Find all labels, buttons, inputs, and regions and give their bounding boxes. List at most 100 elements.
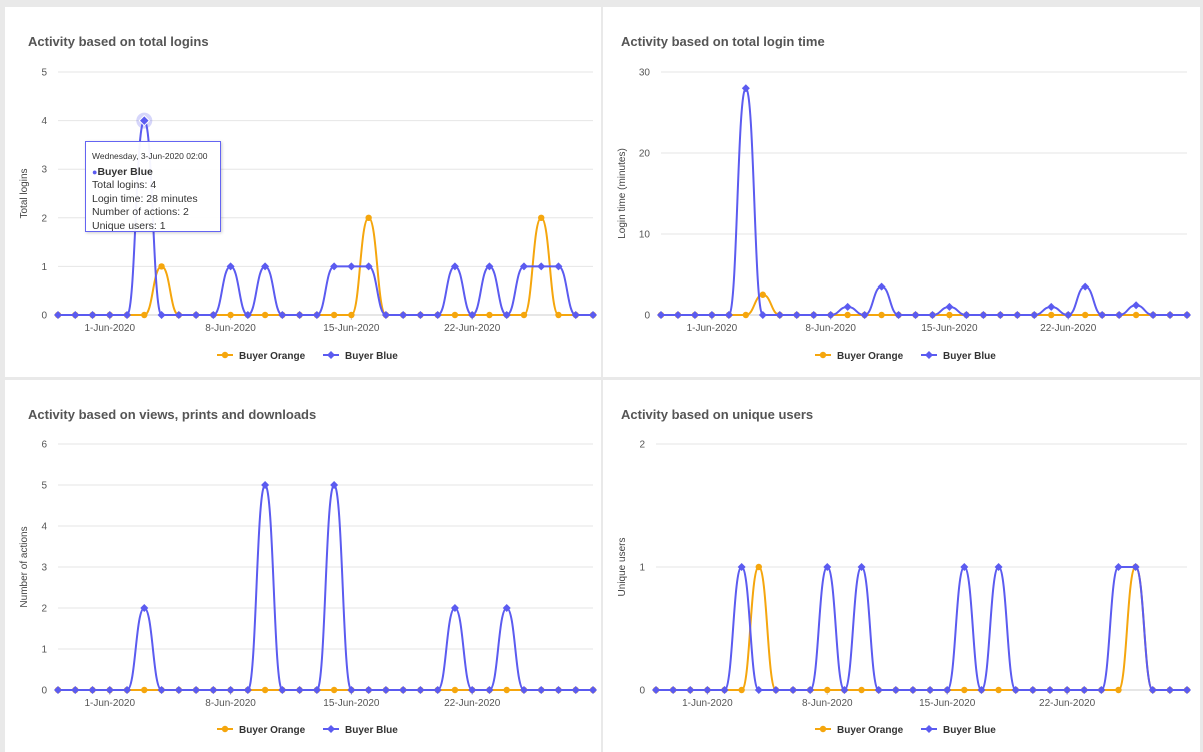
data-point bbox=[554, 262, 563, 271]
y-axis-label: Login time (minutes) bbox=[617, 148, 628, 239]
data-point bbox=[754, 686, 763, 694]
data-point bbox=[945, 302, 954, 311]
data-point bbox=[844, 311, 851, 319]
series-line bbox=[58, 483, 593, 691]
data-point bbox=[88, 311, 97, 319]
legend-item-blue[interactable]: Buyer Blue bbox=[943, 725, 996, 736]
legend-item-orange[interactable]: Buyer Orange bbox=[837, 351, 904, 362]
data-point bbox=[686, 686, 695, 694]
series-dot-icon: ● bbox=[92, 166, 98, 177]
data-point bbox=[554, 686, 563, 694]
data-point bbox=[348, 311, 355, 319]
data-point bbox=[858, 686, 865, 694]
data-point bbox=[485, 686, 494, 694]
data-point bbox=[468, 686, 477, 694]
data-point bbox=[71, 686, 80, 694]
legend[interactable]: Buyer Orange Buyer Blue bbox=[217, 725, 398, 736]
data-point bbox=[105, 311, 114, 319]
x-tick-label: 8-Jun-2020 bbox=[205, 698, 256, 709]
data-point bbox=[792, 311, 801, 319]
data-point bbox=[243, 686, 252, 694]
data-point bbox=[775, 311, 784, 319]
chart-svg[interactable]: 0 1 2 3 4 5 Total logins 1-Jun-2020 8-Jun-2020 15… bbox=[5, 7, 601, 377]
data-point bbox=[365, 214, 372, 221]
data-point bbox=[1166, 311, 1175, 319]
legend-item-blue[interactable]: Buyer Blue bbox=[943, 351, 996, 362]
data-point bbox=[1132, 301, 1141, 310]
legend-item-blue[interactable]: Buyer Blue bbox=[345, 351, 398, 362]
data-point bbox=[330, 481, 339, 489]
data-point bbox=[123, 686, 132, 694]
data-point bbox=[141, 686, 148, 694]
data-point bbox=[227, 311, 234, 319]
data-point bbox=[1047, 302, 1056, 311]
tooltip-date: Wednesday, 3-Jun-2020 02:00 bbox=[92, 151, 208, 161]
data-point bbox=[1030, 311, 1039, 319]
data-point bbox=[158, 263, 165, 270]
legend[interactable]: Buyer Orange Buyer Blue bbox=[217, 351, 398, 362]
chart-panel-total-logins: Activity based on total logins 0 1 2 3 4 5 Tot… bbox=[5, 7, 601, 377]
legend[interactable]: Buyer Orange Buyer Blue bbox=[815, 725, 996, 736]
y-tick-label: 0 bbox=[41, 686, 47, 697]
legend-item-blue[interactable]: Buyer Blue bbox=[345, 725, 398, 736]
chart-panel-unique-users: Activity based on unique users 0 1 2 Unique… bbox=[603, 380, 1200, 752]
data-point bbox=[823, 563, 832, 571]
x-tick-label: 22-Jun-2020 bbox=[1040, 323, 1097, 334]
chart-svg[interactable]: 0 1 2 3 4 5 6 Number of actions 1-Jun-2020 8-Jun-… bbox=[5, 380, 601, 752]
data-point bbox=[755, 563, 762, 571]
data-point bbox=[1028, 686, 1037, 694]
data-point bbox=[555, 311, 562, 319]
data-point bbox=[789, 686, 798, 694]
data-point bbox=[977, 686, 986, 694]
data-point bbox=[809, 311, 818, 319]
y-tick-label: 6 bbox=[41, 440, 47, 451]
data-point bbox=[926, 686, 935, 694]
data-point bbox=[724, 311, 733, 319]
y-tick-label: 2 bbox=[639, 440, 645, 451]
series-line bbox=[660, 293, 1187, 316]
data-point bbox=[891, 686, 900, 694]
legend-item-orange[interactable]: Buyer Orange bbox=[239, 351, 306, 362]
data-point bbox=[874, 686, 883, 694]
data-point bbox=[503, 686, 510, 694]
data-point bbox=[123, 311, 132, 319]
data-point bbox=[416, 311, 425, 319]
y-axis-label: Total logins bbox=[19, 168, 30, 218]
y-tick-label: 4 bbox=[41, 116, 47, 127]
data-point bbox=[433, 311, 442, 319]
data-point bbox=[1081, 311, 1089, 319]
data-point bbox=[519, 262, 528, 271]
data-point bbox=[742, 311, 750, 319]
data-point bbox=[192, 686, 201, 694]
data-point bbox=[826, 311, 835, 319]
tooltip-series: Buyer Blue bbox=[97, 165, 153, 178]
chart-svg[interactable]: 0 1 2 Unique users 1-Jun-2020 8-Jun-2020 15-Ju… bbox=[603, 380, 1200, 752]
legend-marker bbox=[221, 351, 229, 359]
y-tick-label: 2 bbox=[41, 213, 47, 224]
data-point bbox=[537, 686, 546, 694]
chart-title: Activity based on unique users bbox=[621, 407, 814, 422]
data-point bbox=[657, 311, 665, 319]
data-point bbox=[1115, 686, 1122, 694]
data-point bbox=[703, 686, 712, 694]
y-tick-label: 0 bbox=[639, 686, 645, 697]
legend-item-orange[interactable]: Buyer Orange bbox=[837, 725, 904, 736]
data-point bbox=[673, 311, 682, 319]
data-point bbox=[312, 686, 321, 694]
data-point bbox=[824, 686, 831, 694]
legend[interactable]: Buyer Orange Buyer Blue bbox=[815, 351, 996, 362]
y-tick-label: 30 bbox=[639, 68, 651, 79]
data-point bbox=[911, 311, 920, 319]
data-point bbox=[485, 262, 494, 271]
data-point bbox=[1114, 563, 1123, 571]
x-tick-label: 22-Jun-2020 bbox=[444, 698, 501, 709]
chart-svg[interactable]: 0 10 20 30 Login time (minutes) 1-Jun-2020 8-J… bbox=[603, 7, 1200, 377]
legend-item-orange[interactable]: Buyer Orange bbox=[239, 725, 306, 736]
data-point bbox=[520, 311, 528, 319]
data-point bbox=[347, 262, 356, 271]
x-tick-label: 1-Jun-2020 bbox=[84, 323, 135, 334]
data-point bbox=[381, 311, 390, 319]
data-point bbox=[209, 311, 218, 319]
y-axis-label: Unique users bbox=[617, 538, 628, 597]
data-point bbox=[571, 686, 580, 694]
